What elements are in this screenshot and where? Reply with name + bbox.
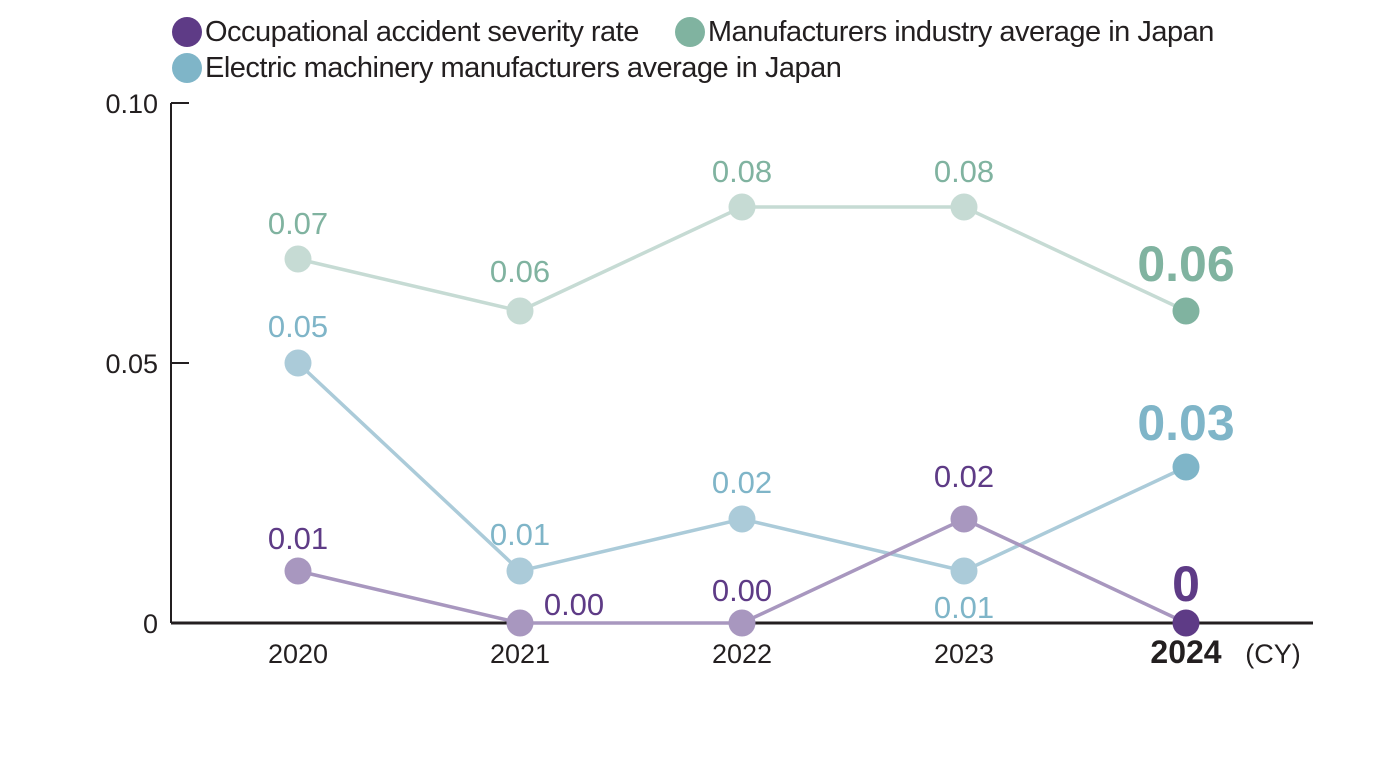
chart-legend: Occupational accident severity rate Manu… <box>172 14 1250 86</box>
legend-item-manufacturers: Manufacturers industry average in Japan <box>674 15 1215 49</box>
legend-item-electric: Electric machinery manufacturers average… <box>172 51 842 85</box>
legend-label-electric: Electric machinery manufacturers average… <box>205 51 842 84</box>
data-label-electric: 0.03 <box>1137 395 1234 451</box>
data-label-manufacturers: 0.08 <box>934 154 994 189</box>
y-tick-label: 0.05 <box>105 349 158 379</box>
legend-dot-manufacturers-icon <box>674 17 705 47</box>
data-point-manufacturers <box>1172 297 1200 325</box>
data-point-electric <box>284 349 312 377</box>
data-label-manufacturers: 0.06 <box>1137 236 1234 292</box>
data-label-electric: 0.02 <box>712 465 772 500</box>
data-label-severity: 0.01 <box>268 521 328 556</box>
x-tick-label: 2022 <box>712 639 772 669</box>
legend-dot-severity-icon <box>172 17 202 47</box>
data-label-severity: 0.00 <box>544 587 604 622</box>
x-tick-label: 2021 <box>490 639 550 669</box>
data-label-severity: 0.02 <box>934 459 994 494</box>
data-point-electric <box>728 505 756 533</box>
data-point-severity <box>506 609 534 637</box>
data-point-manufacturers <box>728 193 756 221</box>
x-tick-label: 2023 <box>934 639 994 669</box>
data-point-electric <box>1172 453 1200 481</box>
data-point-severity <box>1172 609 1200 637</box>
series-points <box>284 193 1200 637</box>
data-label-severity: 0.00 <box>712 573 772 608</box>
legend-row-2: Electric machinery manufacturers average… <box>172 50 1250 86</box>
legend-item-severity: Occupational accident severity rate <box>172 16 639 49</box>
data-point-electric <box>506 557 534 585</box>
legend-dot-electric-icon <box>172 53 202 83</box>
data-point-severity <box>284 557 312 585</box>
data-label-electric: 0.05 <box>268 309 328 344</box>
axes: 0 0.05 0.10 2020 2021 2022 2023 2024 (CY) <box>105 89 1313 670</box>
legend-row-1: Occupational accident severity rate Manu… <box>172 14 1250 50</box>
data-label-manufacturers: 0.07 <box>268 206 328 241</box>
data-labels: 0.07 0.06 0.08 0.08 0.06 0.05 0.01 0.02 0.01 0.03… <box>268 154 1235 625</box>
data-point-severity <box>728 609 756 637</box>
series-lines <box>296 205 1187 625</box>
data-point-manufacturers <box>284 245 312 273</box>
legend-label-manufacturers: Manufacturers industry average in Japan <box>707 15 1215 48</box>
series-line-manufacturers <box>297 205 1187 313</box>
data-point-severity <box>950 505 978 533</box>
data-label-manufacturers: 0.08 <box>712 154 772 189</box>
x-unit-label: (CY) <box>1245 639 1301 669</box>
data-point-manufacturers <box>506 297 534 325</box>
data-point-electric <box>950 557 978 585</box>
data-label-manufacturers: 0.06 <box>490 254 550 289</box>
x-tick-label: 2024 <box>1150 634 1221 670</box>
data-label-electric: 0.01 <box>490 517 550 552</box>
y-tick-label: 0 <box>143 609 158 639</box>
data-label-severity: 0 <box>1172 556 1200 612</box>
data-label-electric: 0.01 <box>934 590 994 625</box>
x-tick-label: 2020 <box>268 639 328 669</box>
data-point-manufacturers <box>950 193 978 221</box>
y-tick-label: 0.10 <box>105 89 158 119</box>
legend-label-severity: Occupational accident severity rate <box>205 15 639 48</box>
